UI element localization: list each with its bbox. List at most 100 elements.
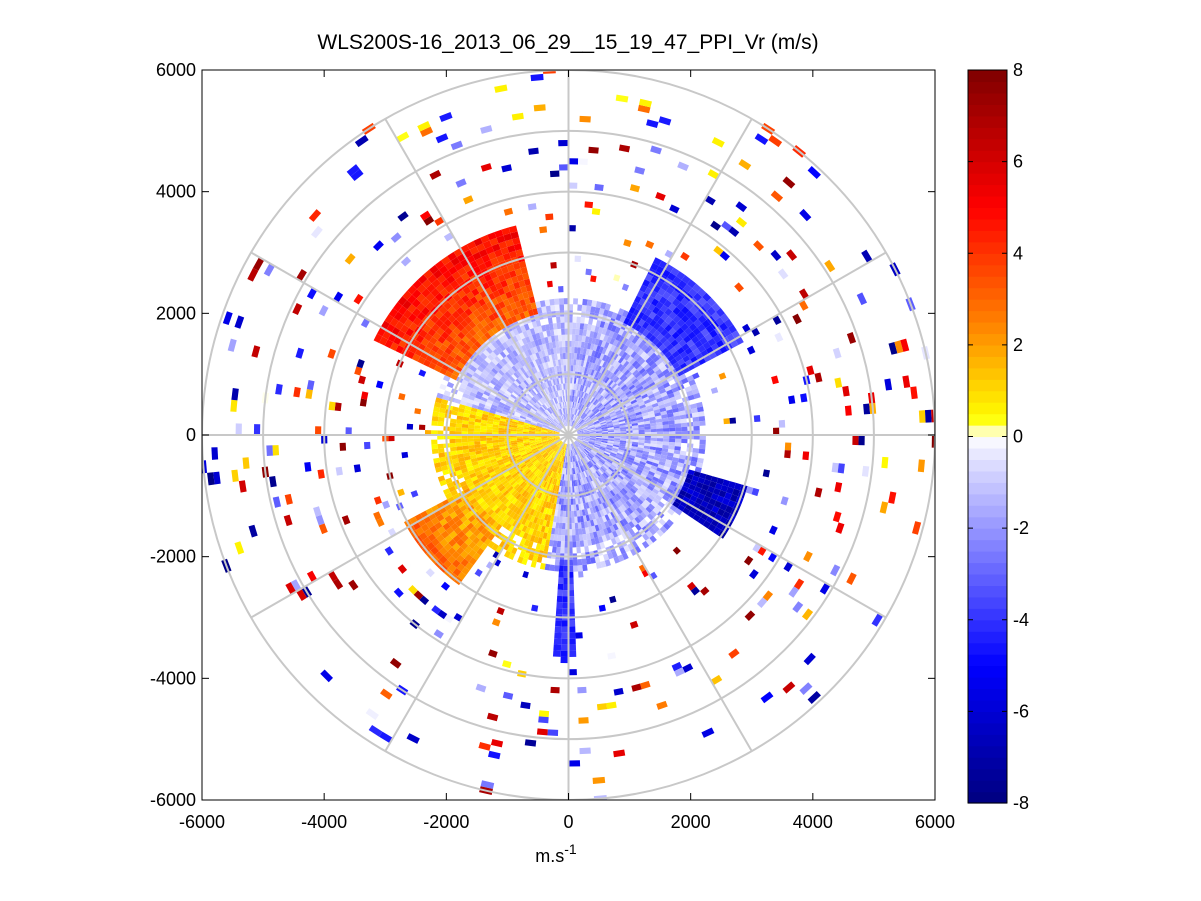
velocity-cell bbox=[569, 419, 572, 427]
velocity-cell bbox=[493, 449, 501, 454]
velocity-cell bbox=[577, 446, 582, 453]
velocity-cell bbox=[438, 412, 446, 418]
velocity-cell bbox=[595, 411, 602, 417]
velocity-cell bbox=[623, 377, 630, 385]
velocity-cell bbox=[621, 511, 628, 519]
velocity-cell bbox=[604, 403, 611, 409]
velocity-cell bbox=[505, 463, 512, 468]
velocity-cell bbox=[665, 286, 675, 295]
velocity-cell bbox=[490, 351, 497, 359]
velocity-cell bbox=[520, 452, 527, 457]
colorbar-swatch bbox=[968, 344, 1007, 357]
velocity-cell bbox=[547, 432, 554, 434]
velocity-cell bbox=[613, 479, 620, 486]
velocity-cell bbox=[526, 461, 533, 467]
velocity-cell bbox=[554, 446, 560, 452]
x-tick-label: 6000 bbox=[915, 812, 955, 832]
velocity-cell bbox=[623, 502, 630, 510]
velocity-cell bbox=[679, 410, 686, 416]
velocity-cell bbox=[563, 298, 569, 305]
velocity-cell bbox=[882, 445, 889, 458]
velocity-cell bbox=[549, 170, 560, 178]
velocity-cell bbox=[477, 298, 486, 307]
velocity-cell bbox=[513, 380, 520, 387]
velocity-cell bbox=[600, 340, 607, 348]
velocity-cell bbox=[435, 542, 444, 552]
velocity-cell bbox=[578, 473, 582, 480]
velocity-cell bbox=[516, 457, 523, 463]
velocity-cell bbox=[594, 454, 601, 460]
velocity-cell bbox=[469, 497, 478, 505]
velocity-cell bbox=[570, 462, 573, 469]
velocity-cell bbox=[561, 383, 564, 390]
velocity-cell bbox=[416, 302, 426, 312]
velocity-cell bbox=[651, 402, 659, 408]
velocity-cell bbox=[554, 304, 560, 311]
velocity-cell bbox=[529, 502, 536, 509]
velocity-cell bbox=[592, 407, 599, 413]
velocity-cell bbox=[669, 358, 678, 366]
velocity-cell bbox=[525, 448, 532, 453]
velocity-cell bbox=[627, 373, 635, 381]
axis-ticks: -6000 -4000 -2000 0 2000 4000 6000-6000-4000-2… bbox=[150, 60, 955, 832]
velocity-cell bbox=[574, 479, 578, 487]
velocity-cell bbox=[638, 341, 646, 349]
velocity-cell bbox=[546, 401, 551, 408]
velocity-cell bbox=[448, 538, 457, 547]
velocity-cell bbox=[682, 481, 691, 489]
velocity-cell bbox=[707, 338, 717, 347]
velocity-cell bbox=[552, 650, 561, 657]
velocity-cell bbox=[640, 484, 647, 491]
velocity-cell bbox=[641, 493, 648, 500]
velocity-cell bbox=[568, 650, 577, 658]
velocity-cell bbox=[510, 428, 517, 432]
velocity-cell bbox=[662, 444, 669, 449]
velocity-cell bbox=[439, 383, 447, 391]
velocity-cell bbox=[653, 322, 661, 331]
velocity-cell bbox=[494, 396, 502, 402]
velocity-cell bbox=[525, 284, 533, 292]
velocity-cell bbox=[466, 291, 475, 300]
velocity-cell bbox=[456, 554, 465, 564]
velocity-cell bbox=[558, 473, 562, 480]
velocity-cell bbox=[551, 509, 556, 516]
velocity-cell bbox=[477, 524, 485, 533]
velocity-cell bbox=[495, 516, 503, 524]
velocity-cell bbox=[619, 391, 626, 398]
velocity-cell bbox=[598, 417, 605, 422]
velocity-cell bbox=[617, 491, 624, 498]
velocity-cell bbox=[493, 447, 500, 451]
velocity-cell bbox=[605, 370, 612, 378]
velocity-cell bbox=[597, 395, 604, 402]
velocity-cell bbox=[542, 441, 549, 445]
velocity-cell bbox=[585, 476, 590, 483]
velocity-cell bbox=[698, 504, 707, 513]
velocity-cell bbox=[550, 262, 557, 269]
velocity-cell bbox=[555, 479, 559, 486]
velocity-cell bbox=[445, 526, 454, 535]
velocity-cell bbox=[469, 246, 479, 256]
velocity-cell bbox=[720, 484, 729, 493]
velocity-cell bbox=[518, 446, 525, 450]
velocity-cell bbox=[631, 420, 638, 424]
velocity-cell bbox=[496, 380, 504, 387]
velocity-cell bbox=[526, 355, 533, 363]
velocity-cell bbox=[437, 430, 444, 435]
velocity-cell bbox=[560, 402, 563, 409]
velocity-cell bbox=[579, 445, 585, 450]
velocity-cell bbox=[446, 381, 455, 389]
velocity-cell bbox=[645, 404, 653, 410]
velocity-cell bbox=[603, 341, 610, 349]
velocity-cell bbox=[412, 317, 422, 326]
velocity-cell bbox=[557, 409, 561, 416]
velocity-cell bbox=[384, 339, 394, 349]
velocity-cell bbox=[771, 375, 779, 385]
velocity-cell bbox=[290, 579, 302, 592]
velocity-cell bbox=[592, 499, 598, 507]
velocity-cell bbox=[529, 425, 536, 429]
velocity-cell bbox=[457, 530, 466, 539]
velocity-cell bbox=[585, 408, 591, 415]
velocity-cell bbox=[472, 464, 480, 470]
velocity-cell bbox=[668, 311, 677, 320]
velocity-cell bbox=[562, 420, 566, 427]
